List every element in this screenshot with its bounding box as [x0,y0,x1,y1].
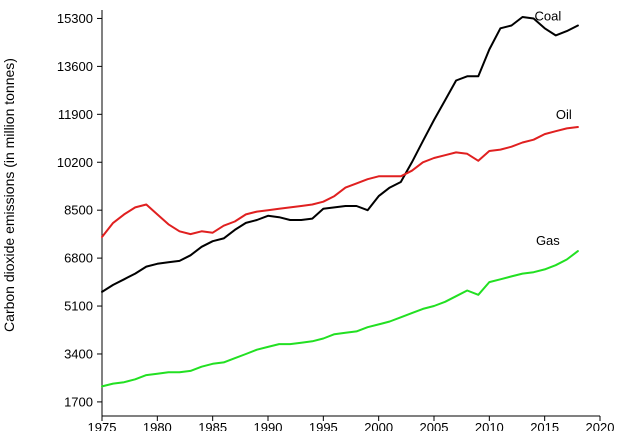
series-labels: Coal Oil Gas [534,9,571,249]
y-axis: 1700 3400 5100 6800 8500 10200 11900 13600 15300 [57,11,102,409]
y-tick-label: 1700 [64,394,93,409]
x-tick-label: 1990 [254,420,283,431]
x-tick-label: 2015 [530,420,559,431]
x-tick-label: 2000 [364,420,393,431]
y-tick-label: 5100 [64,299,93,314]
y-tick-label: 13600 [57,59,93,74]
series-label-oil: Oil [556,107,572,122]
x-tick-label: 1995 [309,420,338,431]
x-tick-label: 2020 [586,420,615,431]
x-tick-label: 1985 [198,420,227,431]
x-axis: 1975 1980 1985 1990 1995 2000 2005 2010 2015 2020 [88,416,615,431]
x-tick-label: 2005 [420,420,449,431]
y-axis-title: Carbon dioxide emissions (in million ton… [1,58,17,332]
y-tick-label: 10200 [57,155,93,170]
series-line-coal [101,16,579,293]
x-tick-label: 1980 [143,420,172,431]
series-lines [101,16,579,388]
x-tick-label: 1975 [88,420,117,431]
y-tick-label: 3400 [64,346,93,361]
series-label-gas: Gas [536,233,560,248]
x-tick-label: 2010 [475,420,504,431]
y-tick-label: 6800 [64,251,93,266]
y-tick-label: 8500 [64,203,93,218]
y-tick-label: 11900 [58,107,93,122]
series-line-oil [101,126,579,238]
series-line-gas [101,250,579,388]
series-label-coal: Coal [534,9,561,24]
plot-area [101,10,600,417]
y-tick-label: 15300 [57,11,93,26]
